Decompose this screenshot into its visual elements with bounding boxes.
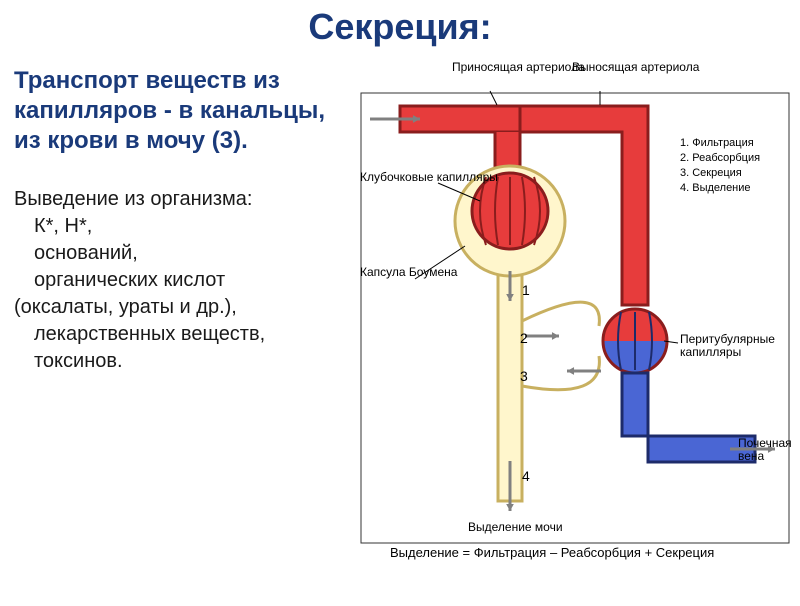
legend-1: 1. Фильтрация — [680, 136, 760, 151]
excretion-item-1: К*, Н*, — [14, 215, 92, 237]
excretion-tail-2: лекарственных веществ, — [14, 323, 265, 345]
description: Транспорт веществ из капилляров - в кана… — [14, 66, 354, 156]
nephron-diagram: 1 2 3 4 Приносящая артериола Выносящая арте… — [360, 61, 790, 581]
desc-line-1: Транспорт веществ из — [14, 67, 280, 94]
legend-4: 4. Выделение — [680, 181, 760, 196]
excretion-item-2: оснований, — [14, 242, 138, 264]
label-urine-out: Выделение мочи — [468, 521, 563, 534]
excretion-tail-1: (оксалаты, ураты и др.), — [14, 296, 237, 318]
label-bowman: Капсула Боумена — [360, 266, 457, 279]
process-legend: 1. Фильтрация 2. Реабсорбция 3. Секреция… — [680, 136, 760, 195]
label-renal-vein: Почечная вена — [738, 437, 792, 463]
legend-3: 3. Секреция — [680, 166, 760, 181]
svg-text:3: 3 — [520, 368, 528, 384]
desc-line-3: из крови в мочу (3). — [14, 127, 248, 154]
equation: Выделение = Фильтрация – Реабсорбция + С… — [390, 546, 790, 560]
label-afferent: Приносящая артериола — [452, 61, 585, 74]
legend-2: 2. Реабсорбция — [680, 151, 760, 166]
excretion-tail-3: токсинов. — [14, 350, 123, 372]
label-glom-caps: Клубочковые капилляры — [360, 171, 498, 184]
label-peritubular: Перитубулярные капилляры — [680, 333, 790, 359]
desc-line-2: капилляров - в канальцы, — [14, 97, 325, 124]
svg-text:2: 2 — [520, 330, 528, 346]
label-efferent: Выносящая артериола — [572, 61, 699, 74]
svg-text:4: 4 — [522, 468, 530, 484]
excretion-head: Выведение из организма: — [14, 188, 252, 210]
excretion-block: Выведение из организма: К*, Н*, основани… — [14, 186, 354, 375]
excretion-item-3: органических кислот — [14, 269, 225, 291]
page-title: Секреция: — [0, 6, 800, 48]
left-text-block: Транспорт веществ из капилляров - в кана… — [14, 66, 354, 375]
svg-text:1: 1 — [522, 282, 530, 298]
